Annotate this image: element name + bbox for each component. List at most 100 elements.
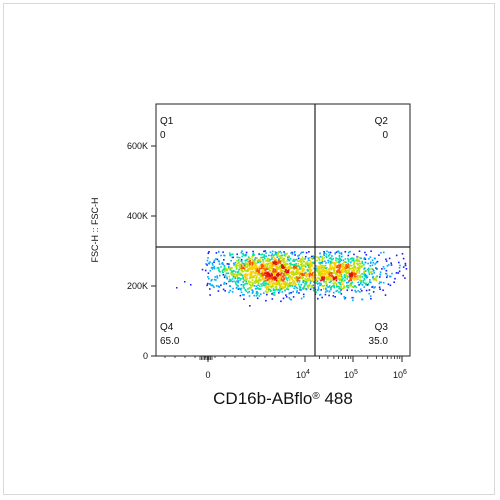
event-dot	[219, 271, 221, 273]
event-dot	[321, 296, 323, 299]
event-dot	[300, 297, 303, 300]
event-dot	[289, 298, 292, 301]
event-dot	[358, 267, 360, 269]
event-dot	[338, 287, 340, 290]
event-dot	[260, 267, 263, 269]
event-dot	[289, 275, 291, 277]
event-dot	[274, 289, 276, 292]
event-dot	[297, 276, 299, 278]
quadrant-name-q3: Q3	[375, 322, 389, 333]
event-dot	[301, 259, 303, 261]
event-dot	[325, 284, 328, 287]
event-dot	[281, 254, 284, 257]
event-dot	[281, 272, 283, 274]
event-dot	[333, 264, 336, 267]
event-dot	[298, 287, 301, 289]
event-dot	[336, 265, 339, 267]
event-dot	[252, 270, 255, 273]
event-dot	[303, 268, 306, 271]
event-dot	[241, 269, 243, 272]
event-dot	[367, 267, 370, 270]
event-dot	[236, 280, 238, 282]
event-dot	[249, 260, 251, 262]
event-dot	[304, 271, 307, 274]
event-dot	[273, 294, 276, 296]
event-dot	[283, 274, 286, 277]
event-dot	[353, 262, 355, 265]
event-dot	[339, 266, 341, 268]
event-dot	[275, 269, 277, 271]
event-dot	[222, 288, 225, 291]
event-dot	[313, 276, 315, 279]
event-dot	[339, 274, 342, 276]
event-dot	[329, 276, 331, 279]
event-dot	[351, 257, 354, 259]
event-dot	[240, 291, 243, 294]
event-dot	[272, 282, 275, 285]
event-dot	[238, 287, 240, 290]
event-dot	[312, 286, 315, 289]
event-dot	[319, 293, 322, 296]
event-dot	[288, 255, 290, 257]
event-dot	[309, 268, 311, 271]
event-dot	[289, 285, 292, 287]
event-dot	[325, 277, 327, 279]
x-axis-title: CD16b-ABflo® 488	[213, 389, 353, 408]
event-dot	[330, 288, 332, 291]
event-dot	[298, 292, 300, 294]
event-dot	[269, 288, 271, 291]
event-dot	[326, 283, 328, 286]
event-dot	[298, 260, 301, 262]
event-dot	[349, 268, 352, 270]
event-dot	[315, 282, 318, 284]
event-dot	[308, 268, 310, 270]
event-dot	[303, 258, 306, 261]
event-dot	[242, 285, 245, 288]
event-dot	[289, 262, 291, 265]
event-dot	[300, 272, 302, 275]
event-dot	[259, 274, 262, 276]
event-dot	[304, 265, 307, 268]
event-dot	[271, 276, 274, 278]
event-dot	[339, 283, 342, 286]
event-dot	[252, 252, 255, 255]
event-dot	[402, 266, 405, 268]
event-dot	[274, 279, 276, 281]
event-dot	[265, 276, 267, 278]
event-dot	[275, 277, 278, 279]
event-dot	[342, 277, 344, 280]
event-dot	[247, 258, 249, 261]
event-dot	[311, 264, 313, 266]
event-dot	[251, 256, 254, 258]
event-dot	[268, 280, 270, 282]
event-dot	[292, 280, 295, 282]
event-dot	[335, 251, 338, 253]
event-dot	[285, 294, 287, 296]
event-dot	[346, 274, 348, 277]
event-dot	[323, 284, 326, 287]
event-dot	[322, 287, 325, 290]
event-dot	[208, 277, 210, 280]
event-dot	[271, 283, 274, 286]
event-dot	[309, 260, 312, 263]
event-dot	[275, 272, 278, 274]
event-dot	[289, 257, 292, 260]
event-dot	[255, 285, 258, 288]
event-dot	[267, 289, 270, 292]
event-dot	[334, 296, 336, 298]
event-dot	[321, 256, 323, 258]
event-dot	[356, 270, 358, 273]
event-dot	[221, 262, 223, 265]
event-dot	[242, 276, 244, 279]
event-dot	[239, 274, 241, 276]
event-dot	[262, 270, 264, 272]
event-dot	[356, 275, 359, 277]
event-dot	[327, 272, 330, 275]
event-dot	[329, 263, 332, 265]
event-dot	[262, 265, 265, 267]
event-dot	[345, 275, 348, 278]
event-dot	[217, 290, 220, 292]
event-dot	[269, 283, 271, 286]
event-dot	[322, 269, 325, 271]
